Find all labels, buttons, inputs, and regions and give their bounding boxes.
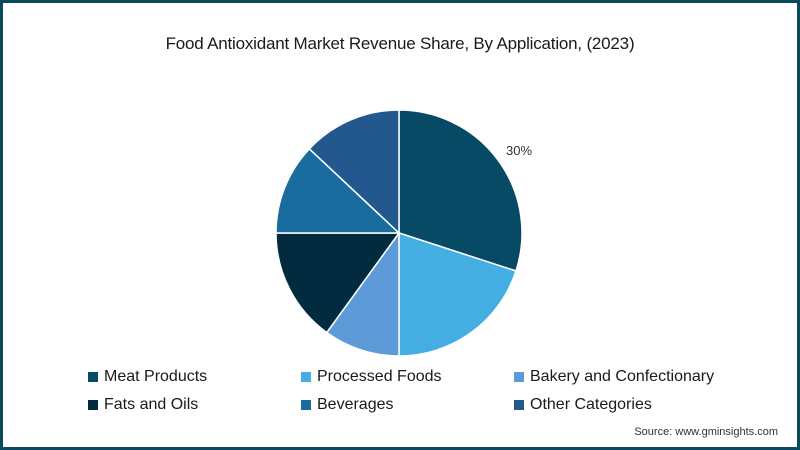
legend-swatch-icon — [514, 400, 524, 410]
source-credit: Source: www.gminsights.com — [634, 426, 778, 438]
legend-item-other-categories: Other Categories — [514, 396, 652, 414]
legend-label: Beverages — [317, 396, 394, 413]
legend-item-bakery-confectionary: Bakery and Confectionary — [514, 368, 714, 386]
legend-swatch-icon — [88, 400, 98, 410]
meat-products-percent-label: 30% — [506, 143, 533, 158]
legend-item-fats-oils: Fats and Oils — [88, 396, 198, 414]
slice-meat-products — [398, 109, 523, 272]
slice-processed-foods — [398, 232, 517, 357]
legend-label: Processed Foods — [317, 368, 442, 385]
legend-item-processed-foods: Processed Foods — [301, 368, 442, 386]
chart-title: Food Antioxidant Market Revenue Share, B… — [165, 34, 635, 53]
legend-swatch-icon — [514, 372, 524, 382]
legend-label: Bakery and Confectionary — [530, 368, 715, 385]
legend-swatch-icon — [301, 400, 311, 410]
legend-label: Meat Products — [104, 368, 208, 385]
legend-item-meat-products: Meat Products — [88, 368, 207, 386]
legend-label: Other Categories — [530, 396, 652, 413]
slice-beverages — [275, 148, 400, 234]
legend-item-beverages: Beverages — [301, 396, 394, 414]
slice-fats-oils — [275, 232, 400, 334]
legend-swatch-icon — [301, 372, 311, 382]
legend-label: Fats and Oils — [104, 396, 199, 413]
legend-swatch-icon — [88, 372, 98, 382]
slice-other-categories — [308, 109, 400, 234]
slice-bakery-confectionary — [325, 232, 400, 357]
